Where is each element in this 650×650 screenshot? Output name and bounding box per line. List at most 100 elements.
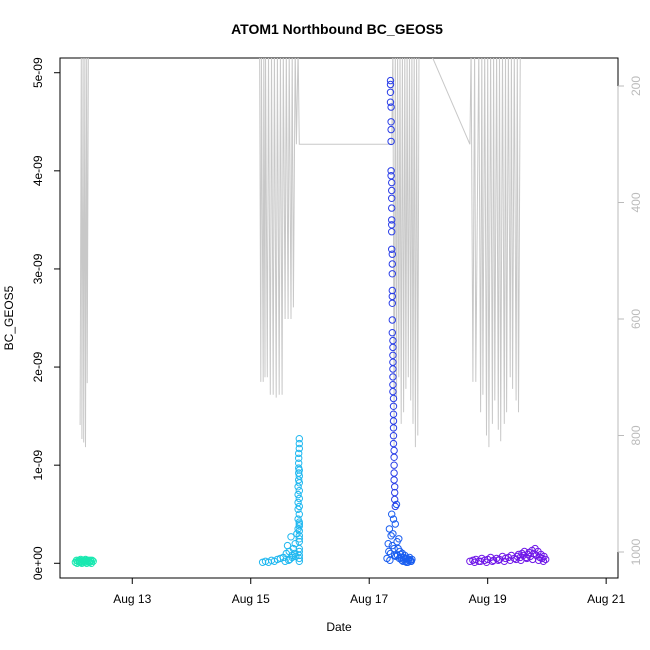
data-point xyxy=(388,329,396,337)
data-point xyxy=(295,502,303,511)
data-point xyxy=(295,557,303,565)
data-point xyxy=(295,494,303,503)
data-point xyxy=(295,449,303,458)
data-point xyxy=(77,555,85,564)
y2-tick-label: 400 xyxy=(629,192,643,212)
data-point xyxy=(389,530,397,538)
y-tick-label: 0e+00 xyxy=(31,546,45,580)
y2-tick-label: 800 xyxy=(629,425,643,445)
data-point xyxy=(388,245,396,254)
data-point xyxy=(284,556,293,564)
data-point xyxy=(294,498,302,507)
y-tick-label: 5e-09 xyxy=(31,57,45,88)
data-point xyxy=(295,532,303,540)
y-axis-left: 0e+00 1e-09 2e-09 3e-09 4e-09 5e-09 xyxy=(31,57,61,580)
data-point xyxy=(388,260,396,268)
data-point xyxy=(388,186,396,195)
data-point xyxy=(404,558,412,566)
data-point xyxy=(86,556,94,564)
data-point xyxy=(295,454,303,462)
x-tick-label: Aug 19 xyxy=(469,592,507,606)
data-point xyxy=(295,510,303,518)
data-point xyxy=(389,515,398,523)
data-point xyxy=(388,228,396,236)
data-point xyxy=(286,555,294,564)
data-point xyxy=(406,556,414,564)
data-point xyxy=(386,88,395,97)
data-point xyxy=(295,444,303,453)
data-point xyxy=(385,547,393,556)
data-point xyxy=(388,204,396,212)
data-point xyxy=(388,194,396,203)
data-point xyxy=(390,453,398,461)
data-point xyxy=(401,554,409,563)
data-point xyxy=(388,178,396,187)
data-point xyxy=(389,343,397,352)
y-axis-right: 200 400 600 800 1000 xyxy=(617,76,643,565)
chart-title: ATOM1 Northbound BC_GEOS5 xyxy=(231,21,443,37)
data-point xyxy=(291,540,299,548)
data-point xyxy=(294,490,302,499)
data-point xyxy=(295,466,303,474)
data-point xyxy=(387,172,395,180)
data-point xyxy=(295,459,303,467)
data-point xyxy=(396,550,405,559)
data-point xyxy=(287,533,295,541)
data-point xyxy=(295,439,303,448)
data-point xyxy=(391,488,399,497)
data-point xyxy=(534,556,543,564)
data-point xyxy=(481,556,489,564)
data-point xyxy=(386,80,395,89)
data-point xyxy=(295,547,303,556)
y-tick-label: 3e-09 xyxy=(31,253,45,284)
data-point xyxy=(389,417,398,425)
y-tick-label: 2e-09 xyxy=(31,351,45,382)
data-point xyxy=(388,216,396,224)
data-point xyxy=(295,527,303,535)
y-tick-label: 4e-09 xyxy=(31,155,45,186)
data-point xyxy=(388,510,396,518)
points-layer xyxy=(71,76,550,567)
data-point xyxy=(388,299,396,307)
data-point xyxy=(281,557,289,565)
y2-tick-label: 200 xyxy=(629,76,643,96)
x-tick-label: Aug 13 xyxy=(113,592,151,606)
x-axis-label: Date xyxy=(326,620,352,634)
x-tick-label: Aug 15 xyxy=(232,592,270,606)
data-point xyxy=(388,292,396,301)
data-point xyxy=(391,502,399,511)
data-point xyxy=(391,495,399,504)
data-point xyxy=(387,103,395,111)
altitude-line xyxy=(79,58,521,448)
data-point xyxy=(385,525,394,533)
y2-tick-label: 1000 xyxy=(629,538,643,565)
data-point xyxy=(295,487,303,495)
data-point xyxy=(393,538,401,546)
data-point xyxy=(295,535,303,543)
data-point xyxy=(388,270,396,278)
data-point xyxy=(295,522,303,530)
data-point xyxy=(386,556,394,564)
data-point xyxy=(389,358,397,366)
data-point xyxy=(390,446,398,455)
data-point xyxy=(294,483,302,491)
data-point xyxy=(388,221,396,229)
y-tick-label: 1e-09 xyxy=(31,450,45,481)
data-point xyxy=(384,540,392,548)
data-point xyxy=(389,394,398,403)
data-point xyxy=(390,461,398,469)
data-point xyxy=(387,532,395,540)
data-point xyxy=(387,167,395,175)
data-point xyxy=(388,541,396,550)
data-point xyxy=(387,118,395,126)
y-axis-label: BC_GEOS5 xyxy=(2,285,16,350)
data-point xyxy=(542,555,550,564)
data-point xyxy=(295,518,303,526)
data-point xyxy=(295,435,303,443)
data-point xyxy=(389,336,397,345)
data-point xyxy=(288,551,296,560)
data-point xyxy=(407,557,415,565)
data-point xyxy=(390,469,398,477)
x-tick-label: Aug 21 xyxy=(587,592,625,606)
